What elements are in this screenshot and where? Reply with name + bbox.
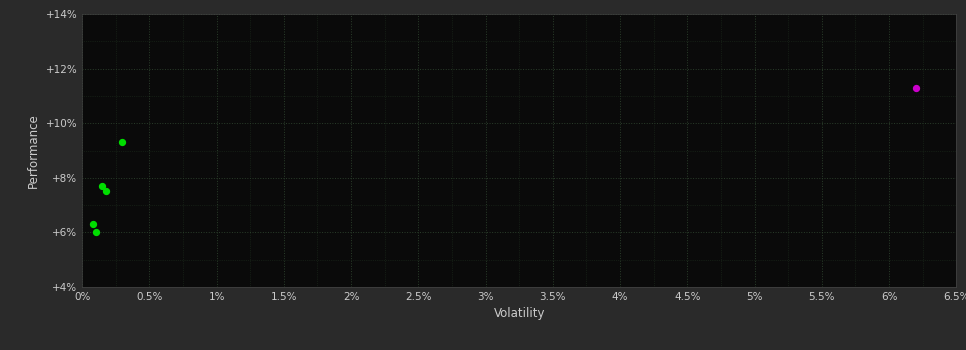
Point [95,183,110,189]
Point [908,85,923,91]
Point [85,222,100,227]
Point [115,140,130,145]
Point [88,230,103,235]
Point [99,189,114,194]
Y-axis label: Performance: Performance [27,113,40,188]
X-axis label: Volatility: Volatility [494,307,545,320]
